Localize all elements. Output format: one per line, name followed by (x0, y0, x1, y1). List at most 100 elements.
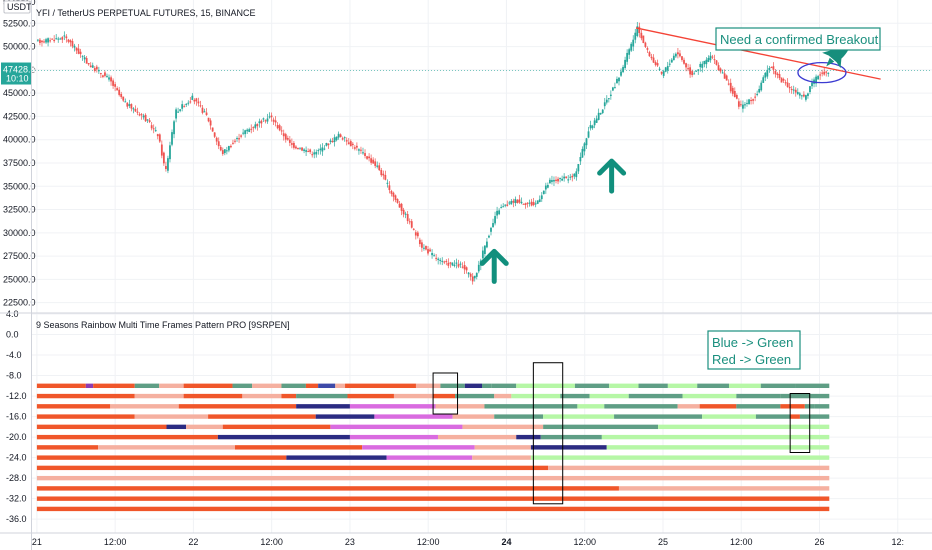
candle-body (699, 63, 702, 68)
candle-body (538, 199, 541, 202)
candle-body (307, 151, 310, 153)
candle-body (733, 91, 736, 97)
rainbow-segment (36, 434, 218, 440)
candle-body (116, 88, 119, 91)
candle-body (729, 82, 732, 92)
candle-body (618, 77, 620, 82)
highlight-box[interactable] (532, 362, 564, 505)
candle-body (358, 149, 360, 151)
candle-body (817, 76, 820, 80)
candle-body (463, 265, 466, 270)
candle-body (530, 201, 533, 206)
candle-body (372, 159, 375, 164)
rainbow-segment (760, 383, 796, 389)
candle-body (254, 124, 257, 128)
y-tick-label: -36.0 (6, 514, 27, 524)
rainbow-segment (606, 445, 830, 450)
indicator-panel[interactable]: 9 Seasons Rainbow Multi Time Frames Patt… (6, 309, 830, 524)
candle-body (382, 173, 385, 176)
x-tick-label: 12:00 (417, 537, 440, 547)
candle-body (579, 157, 582, 162)
candle-body (467, 272, 470, 275)
candle-body (384, 174, 387, 180)
rainbow-segment (697, 383, 730, 389)
currency-badge[interactable]: USDT (3, 0, 32, 14)
candle-body (410, 221, 413, 228)
candle-body (626, 52, 629, 62)
rainbow-row (36, 383, 830, 389)
candle-body (815, 76, 817, 84)
candle-body (701, 63, 704, 68)
y-tick-label: 22500.0 (3, 298, 36, 308)
candle-body (418, 239, 421, 245)
candle-body (104, 72, 106, 76)
candle-body (85, 58, 88, 64)
candle-body (102, 75, 104, 77)
candle-body (351, 143, 354, 146)
candle-body (171, 132, 173, 145)
candle-body (355, 145, 358, 148)
rainbow-segment (658, 424, 830, 430)
candle-body (609, 94, 612, 96)
up-arrow-icon (479, 248, 509, 284)
price-panel[interactable]: YFI / TetherUS PERPETUAL FUTURES, 15, BI… (1, 0, 932, 308)
candle-body (461, 266, 464, 268)
candle-body (376, 165, 379, 167)
rainbow-segment (638, 383, 668, 389)
candle-body (65, 36, 68, 39)
rainbow-segment (85, 383, 94, 389)
candle-body (286, 137, 289, 140)
candle-body (689, 67, 692, 75)
rainbow-segment (36, 455, 287, 460)
candle-body (130, 104, 133, 109)
candle-body (807, 93, 809, 96)
y-tick-label: 30000.0 (3, 228, 36, 238)
rainbow-segment (36, 404, 111, 409)
candle-body (502, 206, 505, 208)
candle-body (331, 141, 334, 143)
y-tick-label: -16.0 (6, 412, 27, 422)
candle-body (169, 145, 171, 160)
rainbow-segment (667, 383, 698, 389)
candle-body (386, 182, 389, 184)
rainbow-segment (755, 414, 791, 419)
highlight-box[interactable] (789, 393, 811, 453)
candle-body (274, 120, 277, 123)
candle-body (61, 37, 64, 40)
candle-body (520, 201, 523, 204)
candle-body (654, 62, 657, 65)
rainbow-segment (560, 393, 590, 399)
highlight-box[interactable] (432, 372, 459, 415)
rainbow-row (36, 486, 830, 491)
rainbow-row (36, 404, 830, 409)
candle-body (108, 77, 110, 80)
candle-body (185, 103, 188, 105)
candle-body (735, 94, 738, 99)
candle-body (408, 221, 411, 223)
time-axis[interactable]: 21 12:00 22 12:00 23 12:00 24 12:00 25 12:00 26 12: (32, 537, 904, 547)
candle-body (614, 87, 616, 89)
candle-body (764, 72, 767, 78)
candle-body (750, 100, 752, 102)
rainbow-segment (286, 455, 387, 460)
rainbow-segment (242, 393, 282, 399)
y-tick-label: 52500.0 (3, 18, 36, 28)
candle-body (183, 106, 186, 108)
rainbow-segment (574, 383, 610, 389)
last-price-label-box (1, 62, 31, 85)
rainbow-row (36, 496, 830, 501)
breakout-ellipse[interactable] (797, 61, 847, 84)
candle-body (504, 204, 507, 206)
rainbow-segment (345, 383, 416, 389)
grid (32, 0, 932, 533)
candle-body (189, 101, 192, 103)
color-change-annotation-box (707, 330, 801, 370)
candle-body (557, 178, 559, 182)
candle-body (439, 259, 442, 262)
candle-body (282, 133, 285, 137)
candle-body (695, 70, 698, 72)
rainbow-segment (543, 424, 659, 430)
resistance-trendline[interactable] (635, 27, 881, 80)
candle-body (242, 132, 245, 134)
